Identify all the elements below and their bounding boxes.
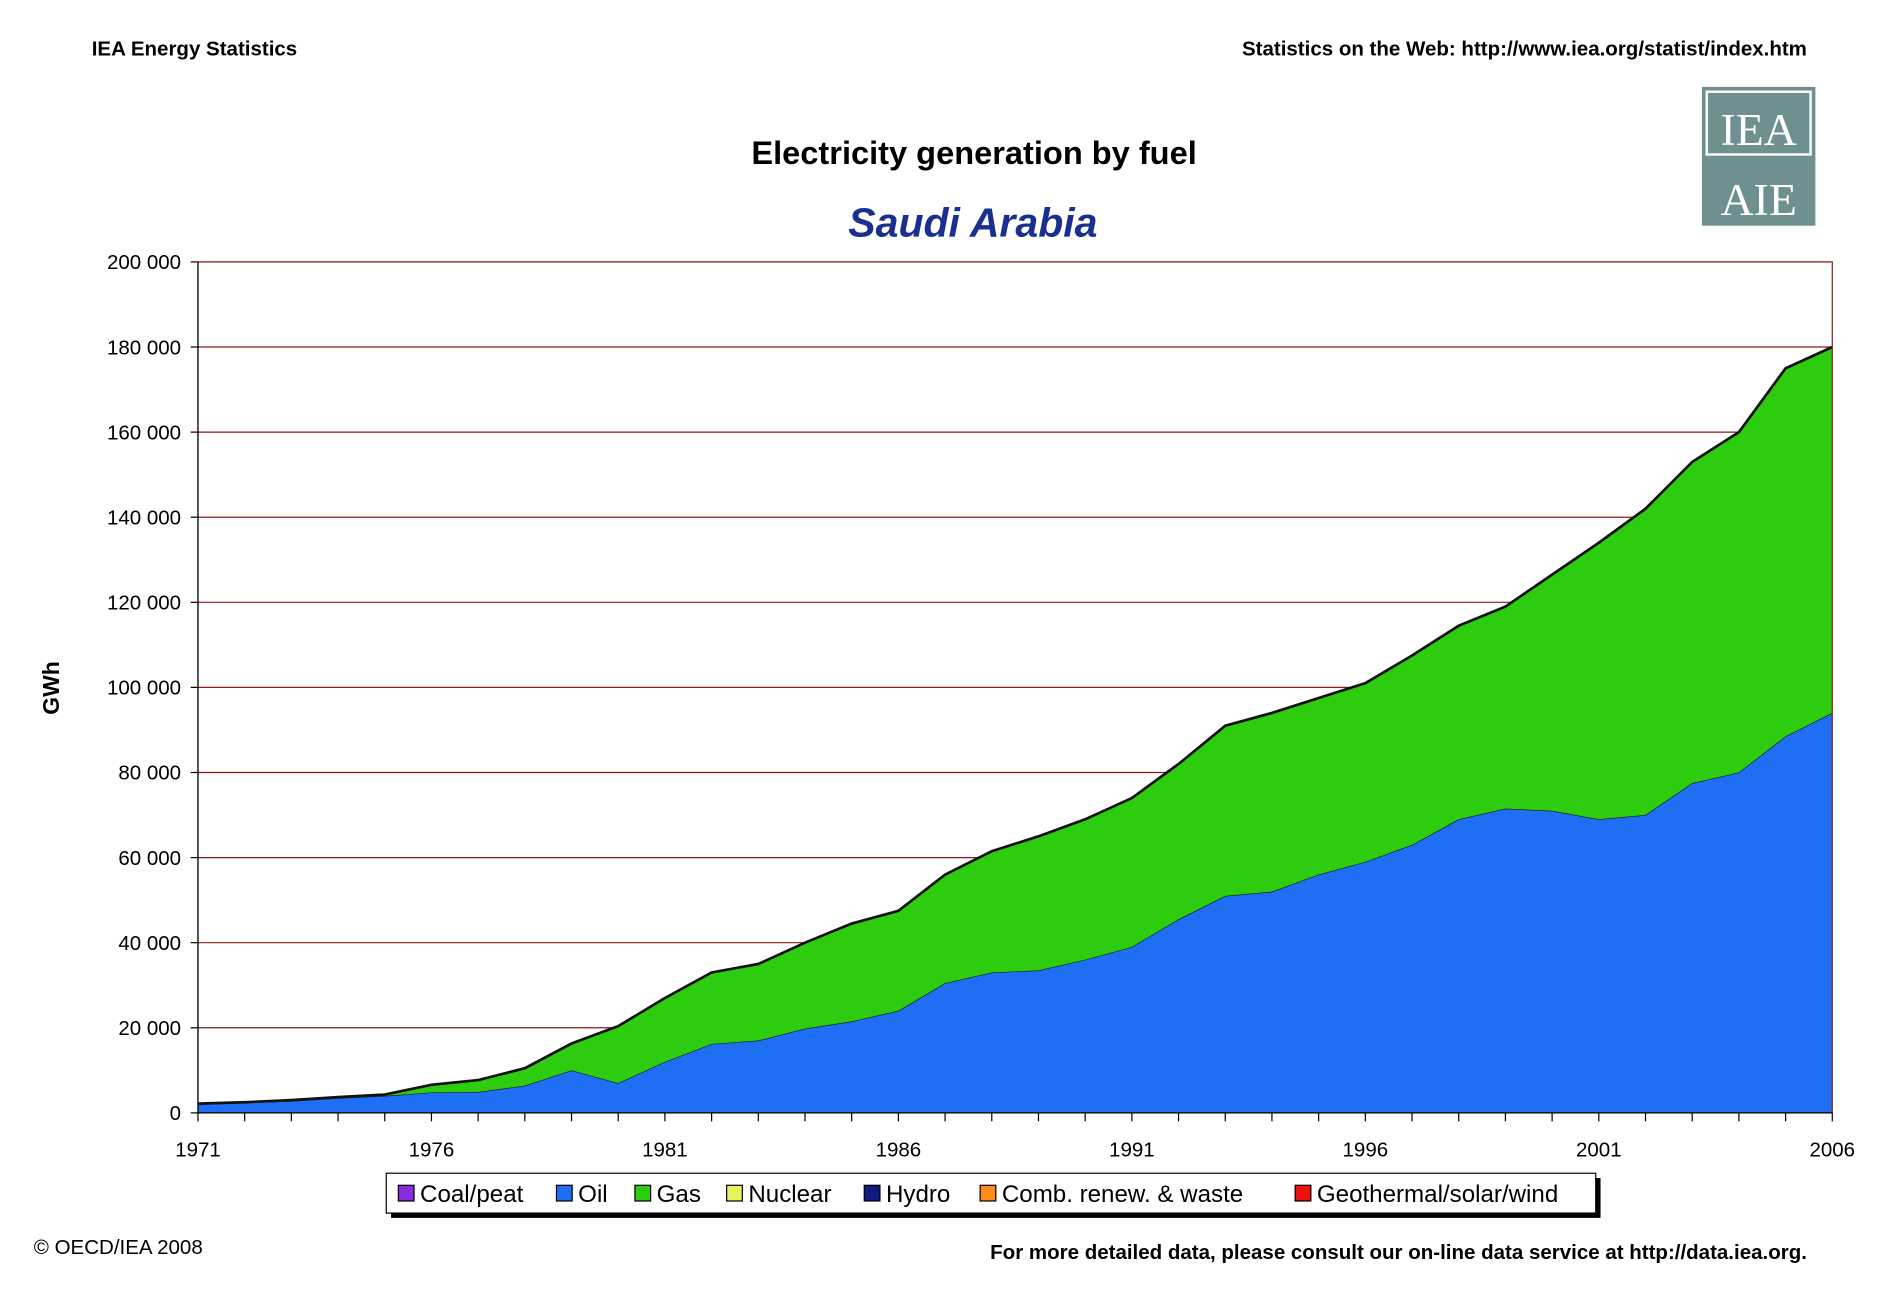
legend-item: Hydro: [863, 1181, 950, 1208]
legend-item: Comb. renew. & waste: [979, 1181, 1243, 1208]
legend-label: Coal/peat: [420, 1181, 524, 1208]
legend-label: Gas: [657, 1181, 701, 1208]
legend-label: Hydro: [886, 1181, 950, 1208]
legend-swatch: [634, 1184, 652, 1202]
legend: Coal/peat Oil Gas Nuclear Hydro Comb. renew. …: [385, 1172, 1601, 1218]
legend-swatch: [1294, 1184, 1312, 1202]
y-tick-label: 20 000: [118, 1017, 181, 1040]
series-line-gas: [197, 345, 1833, 1105]
legend-item: Nuclear: [726, 1181, 832, 1208]
y-tick-label: 60 000: [118, 847, 181, 870]
legend-label: Oil: [578, 1181, 608, 1208]
x-tick-label: 1986: [876, 1138, 922, 1161]
x-tick-label: 1996: [1343, 1138, 1389, 1161]
y-tick-label: 200 000: [107, 251, 181, 274]
x-tick-label: 1991: [1109, 1138, 1155, 1161]
legend-item: Gas: [634, 1181, 701, 1208]
y-tick-label: 100 000: [107, 677, 181, 700]
legend-item: Oil: [555, 1181, 608, 1208]
y-tick-label: 40 000: [118, 932, 181, 955]
y-tick-label: 0: [170, 1102, 181, 1125]
areas: [197, 345, 1833, 1113]
legend-swatch: [726, 1184, 743, 1202]
area-gas: [197, 347, 1833, 1105]
legend-label: Comb. renew. & waste: [1002, 1181, 1243, 1208]
logo-top: IEA: [1720, 104, 1796, 155]
footer-note: For more detailed data, please consult o…: [990, 1241, 1807, 1264]
chart-subtitle: Saudi Arabia: [848, 200, 1097, 246]
area-oil: [197, 712, 1833, 1113]
y-tick-label: 120 000: [107, 592, 181, 615]
chart-title: Electricity generation by fuel: [751, 135, 1196, 171]
legend-item: Geothermal/solar/wind: [1294, 1181, 1558, 1208]
x-tick-label: 1971: [175, 1138, 221, 1161]
axes: 0 20 000 40 000 60 000 80 000 100 000 120 000 1…: [107, 251, 1855, 1161]
legend-item: Coal/peat: [397, 1181, 524, 1208]
iea-logo: IEA AIE: [1701, 86, 1816, 226]
x-tick-label: 2001: [1576, 1138, 1622, 1161]
footer-copyright: © OECD/IEA 2008: [34, 1236, 203, 1259]
y-tick-label: 140 000: [107, 506, 181, 529]
logo-bottom: AIE: [1720, 174, 1796, 225]
x-tick-label: 2006: [1809, 1138, 1855, 1161]
x-tick-label: 1976: [409, 1138, 455, 1161]
x-tick-label: 1981: [642, 1138, 688, 1161]
y-tick-label: 160 000: [107, 421, 181, 444]
y-tick-label: 180 000: [107, 336, 181, 359]
legend-label: Geothermal/solar/wind: [1317, 1181, 1558, 1208]
legend-swatch: [979, 1184, 997, 1202]
y-tick-label: 80 000: [118, 762, 181, 785]
header-left: IEA Energy Statistics: [92, 38, 297, 61]
legend-swatch: [863, 1184, 881, 1202]
legend-swatch: [397, 1184, 415, 1202]
header-right: Statistics on the Web: http://www.iea.or…: [1242, 38, 1807, 61]
y-axis-label: GWh: [38, 661, 64, 714]
legend-label: Nuclear: [748, 1181, 831, 1208]
legend-swatch: [555, 1184, 573, 1202]
